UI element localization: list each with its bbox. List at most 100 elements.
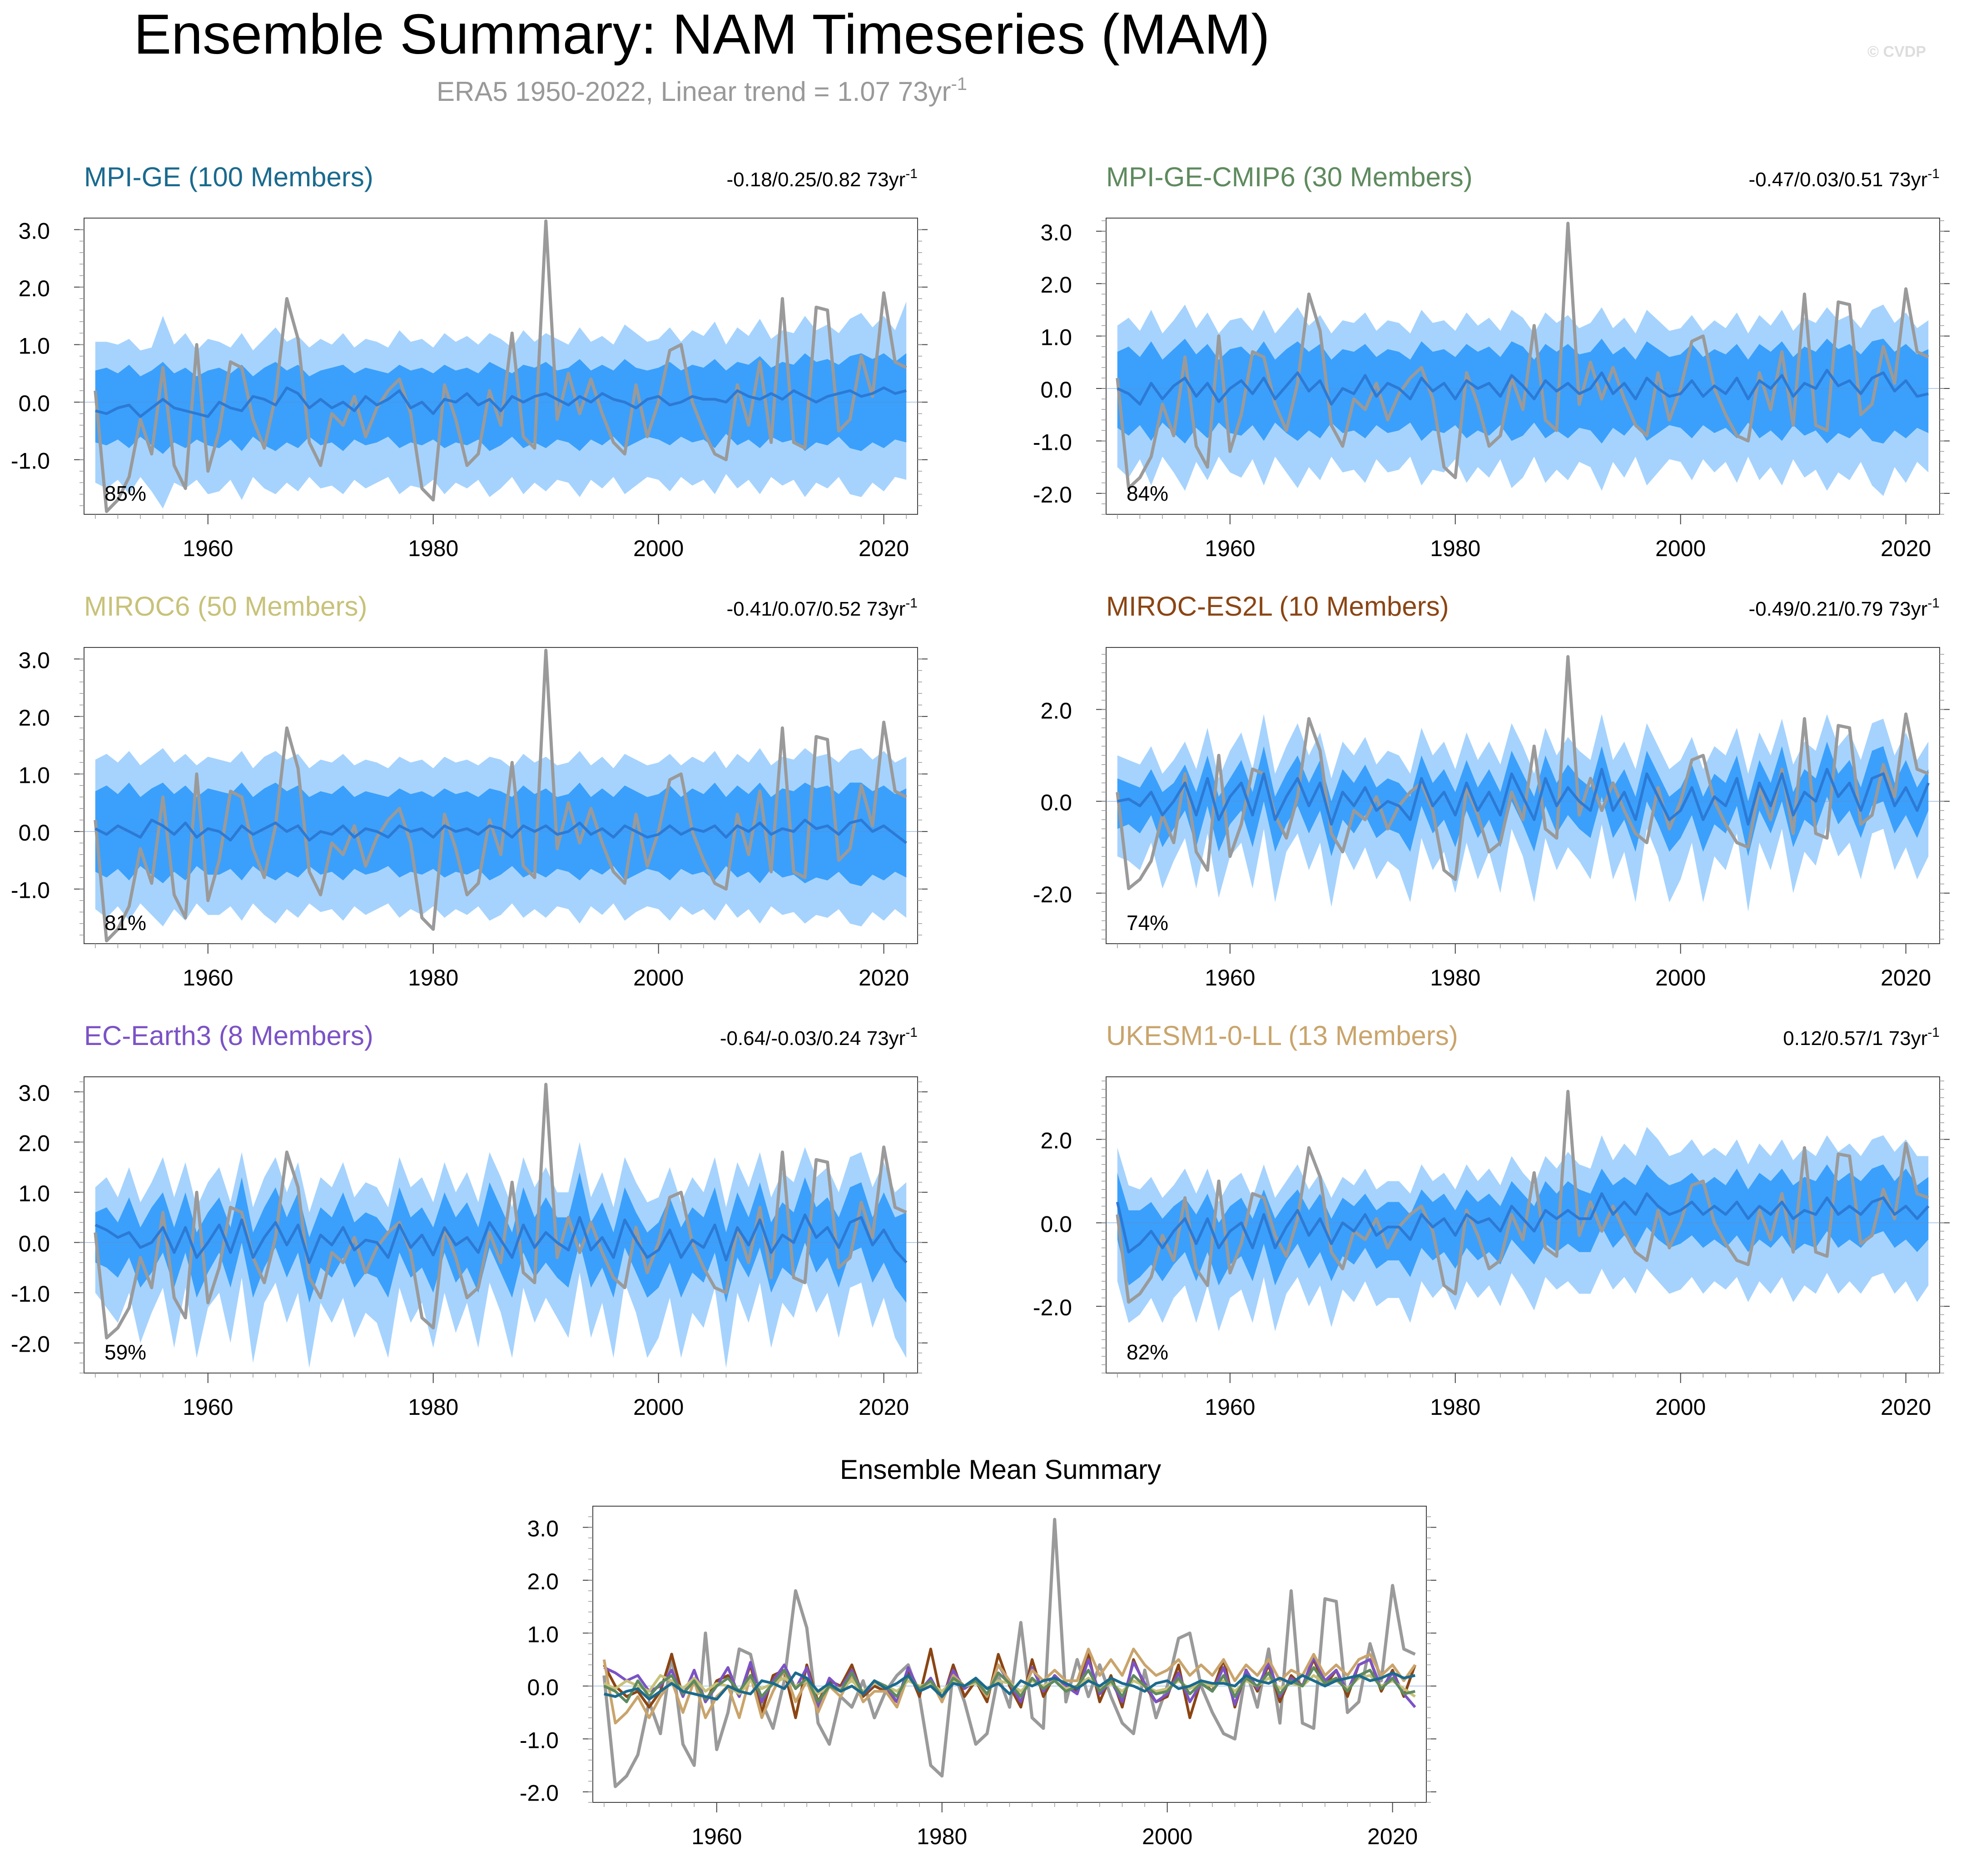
- percent-label: 84%: [1127, 482, 1168, 505]
- obs-era5-line: [94, 219, 907, 513]
- x-tick-label: 1960: [1205, 536, 1255, 561]
- y-tick-label: 3.0: [18, 1080, 50, 1106]
- figure-subtitle: ERA5 1950-2022, Linear trend = 1.07 73yr…: [437, 74, 967, 107]
- x-tick-label: 1980: [1430, 965, 1480, 990]
- panel-miroc-es2l: 2.0 0.0 -2.0 1960 1980 2000 2020 MIROC-ES2L (10…: [1033, 591, 1950, 990]
- ensemble-mean-line: [1117, 368, 1929, 406]
- panel-trend-value: -0.49/0.21/0.79 73yr: [1748, 598, 1927, 620]
- obs-era5-line: [1116, 655, 1929, 891]
- x-tick-label: 2000: [1142, 1824, 1192, 1849]
- panel-mpi-ge: 3.0 2.0 1.0 0.0 -1.0 1960 1980 2000 2020 MPI-GE (…: [11, 162, 928, 561]
- y-tick-label: -2.0: [11, 1332, 50, 1357]
- ensemble-mean-line: [1116, 1192, 1930, 1254]
- panel-trend-value: -0.41/0.07/0.52 73yr: [726, 598, 905, 620]
- series-line-mpi-ge: [604, 1671, 1415, 1701]
- y-tick-label: -1.0: [1033, 429, 1072, 455]
- x-tick-label: 2020: [1881, 1394, 1931, 1420]
- panel-trend-label: -0.18/0.25/0.82 73yr-1: [726, 166, 918, 191]
- panel-trend-superscript: -1: [1927, 166, 1940, 181]
- y-tick-label: 3.0: [18, 647, 50, 673]
- x-tick-label: 2020: [1881, 965, 1931, 990]
- panel-trend-label: -0.47/0.03/0.51 73yr-1: [1748, 166, 1940, 191]
- panel-title: UKESM1-0-LL (13 Members): [1106, 1020, 1458, 1051]
- plot-area: [593, 1518, 1426, 1788]
- figure-subtitle-text: ERA5 1950-2022, Linear trend = 1.07 73yr: [437, 76, 951, 107]
- x-tick-label: 1960: [183, 965, 233, 990]
- y-tick-label: 2.0: [1040, 698, 1072, 723]
- y-tick-label: 0.0: [1040, 1211, 1072, 1237]
- inner-spread-band: [1117, 338, 1929, 444]
- y-tick-label: -2.0: [1033, 482, 1072, 508]
- x-tick-label: 1960: [1205, 965, 1255, 990]
- panel-trend-label: 0.12/0.57/1 73yr-1: [1783, 1025, 1940, 1050]
- y-tick-label: -1.0: [520, 1727, 559, 1753]
- panel-mpi-ge-cmip6: 3.0 2.0 1.0 0.0 -1.0 -2.0 1960 1980 2000 2020 MPI-…: [1033, 162, 1950, 561]
- obs-era5-line: [602, 1518, 1416, 1788]
- y-tick-label: 3.0: [527, 1516, 559, 1542]
- plot-area: [1106, 655, 1940, 912]
- x-tick-label: 1960: [183, 536, 233, 561]
- obs-era5-line: [1116, 222, 1929, 490]
- y-tick-label: 2.0: [18, 1131, 50, 1156]
- obs-era5-line: [94, 1083, 907, 1340]
- x-tick-label: 2000: [1655, 1394, 1706, 1420]
- y-tick-label: -2.0: [1033, 1295, 1072, 1320]
- y-tick-label: 0.0: [1040, 790, 1072, 816]
- x-tick-label: 2000: [1655, 536, 1706, 561]
- ensemble-mean-line: [94, 818, 908, 844]
- x-tick-label: 2000: [633, 1394, 684, 1420]
- percent-label: 82%: [1127, 1340, 1168, 1364]
- panel-ec-earth3: 3.0 2.0 1.0 0.0 -1.0 -2.0 1960 1980 2000 2020 EC-E…: [11, 1020, 928, 1420]
- y-tick-label: 3.0: [1040, 220, 1072, 245]
- ensemble-mean-line: [95, 386, 907, 418]
- y-tick-label: 2.0: [1040, 272, 1072, 298]
- plot-area: [84, 1083, 918, 1368]
- x-tick-label: 2020: [859, 1394, 909, 1420]
- panel-title: MIROC-ES2L (10 Members): [1106, 591, 1449, 622]
- y-tick-label: -1.0: [11, 448, 50, 474]
- y-tick-label: -2.0: [520, 1781, 559, 1806]
- plot-area: [84, 648, 918, 943]
- x-tick-label: 1980: [917, 1824, 967, 1849]
- figure-subtitle-superscript: -1: [951, 74, 967, 94]
- panel-trend-value: 0.12/0.57/1 73yr: [1783, 1027, 1927, 1050]
- panel-title: EC-Earth3 (8 Members): [84, 1020, 373, 1051]
- plot-area: [1106, 1090, 1940, 1332]
- x-tick-label: 2020: [859, 536, 909, 561]
- percent-label: 59%: [104, 1340, 146, 1364]
- y-tick-label: 2.0: [18, 705, 50, 731]
- ensemble-mean-line: [94, 1213, 908, 1264]
- y-tick-label: 2.0: [1040, 1128, 1072, 1154]
- y-tick-label: 0.0: [18, 820, 50, 846]
- panel-trend-label: -0.49/0.21/0.79 73yr-1: [1748, 596, 1940, 620]
- y-tick-label: 1.0: [1040, 325, 1072, 350]
- panel-trend-superscript: -1: [905, 596, 918, 611]
- x-tick-label: 1980: [408, 536, 458, 561]
- panel-trend-value: -0.18/0.25/0.82 73yr: [726, 169, 905, 191]
- panel-trend-superscript: -1: [905, 1025, 918, 1040]
- y-tick-label: -1.0: [11, 878, 50, 903]
- obs-era5-line: [1116, 1090, 1929, 1304]
- panel-ukesm1-0-ll: 2.0 0.0 -2.0 1960 1980 2000 2020 UKESM1-0-LL (1…: [1033, 1020, 1950, 1420]
- x-tick-label: 2000: [1655, 965, 1706, 990]
- series-line-ukesm1-0-ll: [602, 1647, 1416, 1725]
- panel-trend-label: -0.41/0.07/0.52 73yr-1: [726, 596, 918, 620]
- y-tick-label: 1.0: [18, 333, 50, 359]
- plot-area: [1106, 222, 1940, 496]
- y-tick-label: 2.0: [527, 1569, 559, 1594]
- y-tick-label: 1.0: [18, 763, 50, 788]
- percent-label: 74%: [1127, 911, 1168, 935]
- x-tick-label: 2020: [1881, 536, 1931, 561]
- y-tick-label: -1.0: [11, 1281, 50, 1307]
- x-tick-label: 1960: [183, 1394, 233, 1420]
- x-tick-label: 2000: [633, 965, 684, 990]
- y-tick-label: 0.0: [18, 391, 50, 416]
- x-tick-label: 1980: [408, 1394, 458, 1420]
- y-tick-label: 0.0: [1040, 377, 1072, 403]
- plot-area: [84, 219, 918, 513]
- x-tick-label: 1980: [1430, 536, 1480, 561]
- x-tick-label: 1980: [1430, 1394, 1480, 1420]
- y-tick-label: 0.0: [18, 1231, 50, 1257]
